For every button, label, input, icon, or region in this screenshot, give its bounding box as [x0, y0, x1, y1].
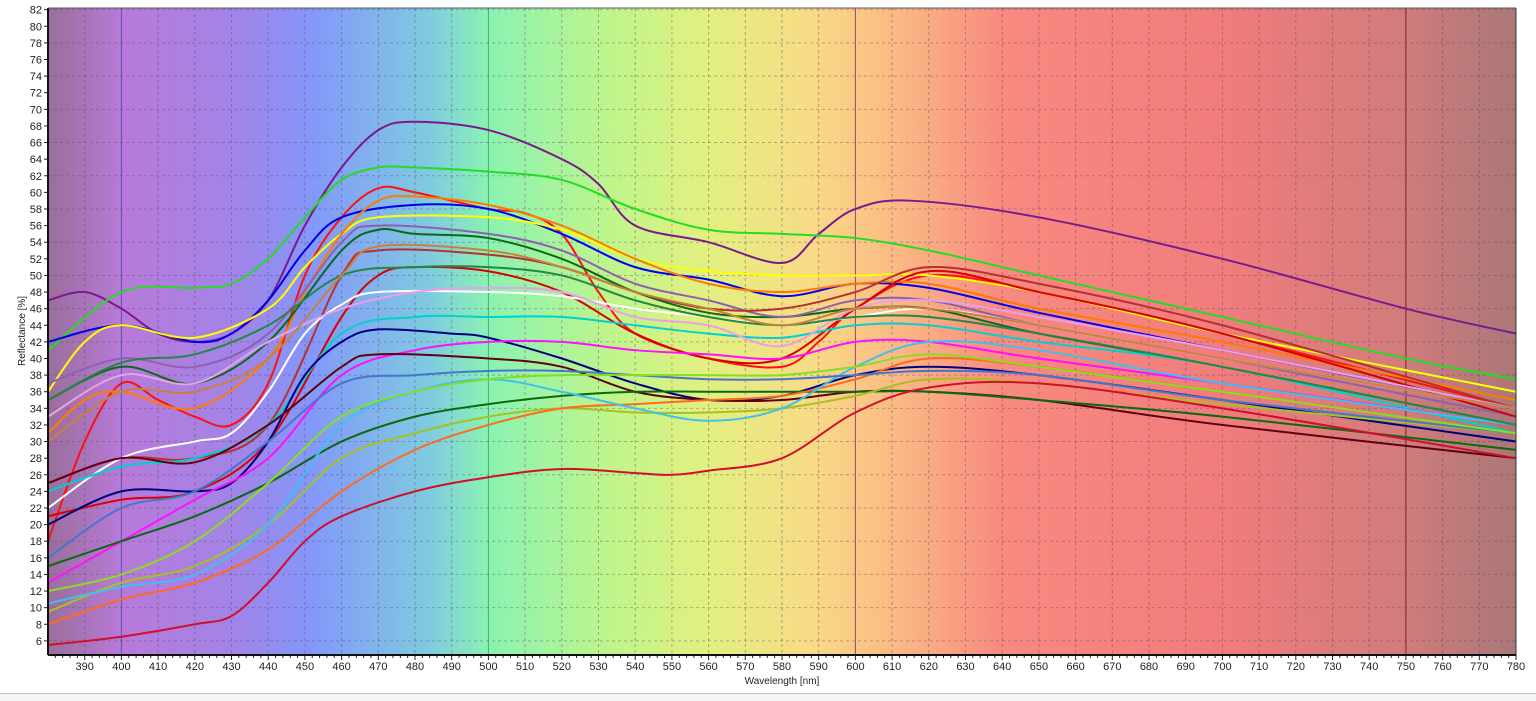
x-tick-label: 740: [1360, 661, 1378, 673]
x-tick-label: 680: [1140, 661, 1158, 673]
y-tick-label: 68: [30, 121, 42, 133]
y-tick-label: 12: [30, 586, 42, 598]
x-tick-label: 770: [1470, 661, 1488, 673]
x-tick-label: 510: [516, 661, 534, 673]
spectrum-line-25: [47, 353, 1517, 593]
y-tick-label: 16: [30, 553, 42, 565]
x-tick-label: 530: [589, 661, 607, 673]
x-tick-label: 420: [186, 661, 204, 673]
y-tick-label: 8: [36, 619, 42, 631]
x-tick-label: 600: [846, 661, 864, 673]
y-tick-label: 26: [30, 470, 42, 482]
spectrum-line-20: [47, 380, 1517, 647]
y-tick-label: 60: [30, 187, 42, 199]
y-tick-label: 48: [30, 287, 42, 299]
plot-area: [48, 8, 1516, 655]
y-tick-label: 24: [30, 486, 42, 498]
y-tick-label: 14: [30, 569, 42, 581]
x-tick-label: 700: [1213, 661, 1231, 673]
x-tick-label: 570: [736, 661, 754, 673]
x-tick-label: 610: [883, 661, 901, 673]
x-tick-label: 550: [663, 661, 681, 673]
y-tick-label: 64: [30, 154, 42, 166]
x-tick-label: 630: [956, 661, 974, 673]
spectrum-line-6: [47, 194, 1517, 434]
spectrum-line-14: [47, 338, 1517, 584]
x-tick-label: 670: [1103, 661, 1121, 673]
spectral-lines: [47, 120, 1517, 647]
x-tick-label: 720: [1287, 661, 1305, 673]
y-tick-label: 52: [30, 254, 42, 266]
spectrum-line-19: [47, 340, 1517, 605]
y-axis-label: Reflectance [%]: [17, 296, 28, 366]
x-tick-label: 400: [112, 661, 130, 673]
x-tick-label: 750: [1397, 661, 1415, 673]
y-tick-label: 62: [30, 171, 42, 183]
y-tick-label: 78: [30, 38, 42, 50]
y-tick-label: 72: [30, 88, 42, 100]
y-tick-label: 10: [30, 603, 42, 615]
x-tick-label: 460: [332, 661, 350, 673]
x-tick-label: 730: [1323, 661, 1341, 673]
y-tick-label: 6: [36, 636, 42, 648]
spectrum-line-12: [47, 314, 1517, 493]
x-tick-label: 430: [222, 661, 240, 673]
x-tick-label: 780: [1507, 661, 1525, 673]
x-tick-label: 470: [369, 661, 387, 673]
y-tick-label: 38: [30, 370, 42, 382]
spectrum-line-2: [47, 165, 1517, 381]
spectrum-line-23: [47, 265, 1517, 426]
spectrum-line-22: [47, 286, 1517, 418]
x-tick-label: 410: [149, 661, 167, 673]
y-tick-label: 54: [30, 237, 42, 249]
x-tick-label: 520: [553, 661, 571, 673]
y-tick-label: 20: [30, 520, 42, 532]
y-tick-label: 44: [30, 320, 42, 332]
y-tick-label: 18: [30, 536, 42, 548]
y-tick-label: 66: [30, 138, 42, 150]
x-tick-label: 590: [810, 661, 828, 673]
x-tick-label: 580: [773, 661, 791, 673]
y-tick-label: 28: [30, 453, 42, 465]
y-tick-label: 32: [30, 420, 42, 432]
y-tick-label: 82: [30, 5, 42, 17]
y-tick-label: 76: [30, 54, 42, 66]
y-tick-label: 70: [30, 104, 42, 116]
x-tick-label: 640: [993, 661, 1011, 673]
y-tick-label: 58: [30, 204, 42, 216]
spectrum-line-4: [47, 203, 1517, 410]
spectrum-line-16: [47, 390, 1517, 568]
x-tick-label: 500: [479, 661, 497, 673]
x-tick-label: 450: [296, 661, 314, 673]
x-tick-label: 650: [1030, 661, 1048, 673]
y-tick-label: 30: [30, 437, 42, 449]
y-tick-label: 22: [30, 503, 42, 515]
x-tick-label: 390: [76, 661, 94, 673]
y-tick-label: 46: [30, 304, 42, 316]
x-tick-label: 710: [1250, 661, 1268, 673]
x-tick-label: 690: [1177, 661, 1195, 673]
y-tick-label: 50: [30, 270, 42, 282]
x-axis-label: Wavelength [nm]: [745, 676, 820, 687]
spectrum-line-24: [47, 243, 1517, 443]
x-tick-label: 660: [1066, 661, 1084, 673]
status-bar: [0, 693, 1536, 701]
x-tick-label: 540: [626, 661, 644, 673]
y-tick-label: 80: [30, 21, 42, 33]
x-tick-label: 620: [920, 661, 938, 673]
x-tick-label: 560: [699, 661, 717, 673]
x-tick-label: 480: [406, 661, 424, 673]
x-tick-label: 440: [259, 661, 277, 673]
x-tick-label: 490: [443, 661, 461, 673]
axes: 390 400 410 420 430 440 450 460 470 480 490 500 510 5…: [30, 5, 1525, 673]
y-tick-label: 56: [30, 221, 42, 233]
x-tick-label: 760: [1433, 661, 1451, 673]
y-tick-label: 40: [30, 353, 42, 365]
y-tick-label: 42: [30, 337, 42, 349]
y-tick-label: 34: [30, 403, 42, 415]
y-tick-label: 74: [30, 71, 42, 83]
y-tick-label: 36: [30, 387, 42, 399]
